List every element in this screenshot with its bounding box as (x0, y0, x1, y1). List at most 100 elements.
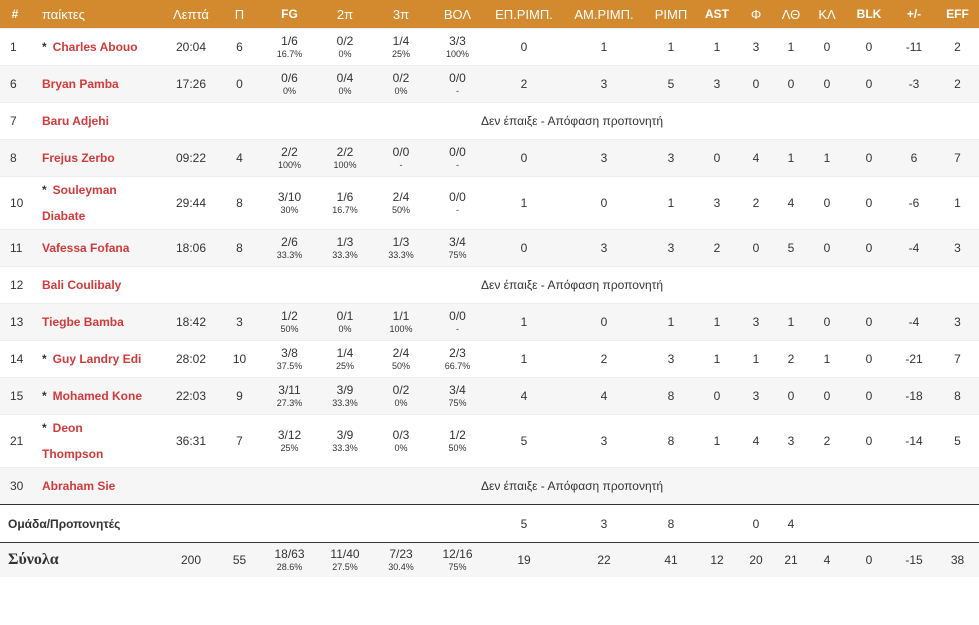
player-row: 21 * Deon Thompson 36:31 7 3/12 25% 3/9 33.3% 0/3… (0, 414, 979, 468)
column-header: AST (696, 0, 738, 29)
column-header: ΡΙΜΠ (646, 0, 696, 29)
jersey-number: 21 (0, 414, 30, 468)
shooting-cell: 1/1 100% (373, 303, 429, 341)
jersey-number: 12 (0, 266, 30, 304)
stat-cell: 3 (646, 340, 696, 378)
shooting-cell: 0/0- (429, 176, 486, 230)
stat-cell: 1 (808, 139, 846, 177)
stat-cell: 20:04 (165, 28, 217, 66)
shooting-cell: 1/2 50% (429, 414, 486, 468)
stat-cell: 3 (696, 65, 738, 103)
jersey-number: 13 (0, 303, 30, 341)
shot-percentage: 0% (338, 86, 352, 96)
stat-cell: 0 (808, 65, 846, 103)
player-name-text: Guy Landry Edi (52, 352, 142, 366)
shooting-cell: 3/9 33.3% (317, 414, 373, 468)
team-row: Ομάδα/Προπονητές 5 3 8 0 4 (0, 504, 979, 543)
jersey-number: 14 (0, 340, 30, 378)
player-row: 12 Bali Coulibaly Δεν έπαιξε - Απόφαση προ… (0, 266, 979, 304)
stat-cell: 0 (808, 303, 846, 341)
player-row: 13 Tiegbe Bamba 18:42 3 1/2 50% 0/1 0% 1/1 100% 0/… (0, 303, 979, 341)
stat-cell: 2 (936, 65, 979, 103)
stat-cell: 1 (696, 303, 738, 341)
stat-cell: 0 (774, 377, 808, 415)
shot-percentage: 33.3% (276, 250, 303, 260)
jersey-number: 6 (0, 65, 30, 103)
stat-cell: 4 (217, 139, 262, 177)
did-not-play: Δεν έπαιξε - Απόφαση προπονητή (165, 467, 979, 505)
stat-cell: 5 (486, 414, 562, 468)
stat-cell: 0 (486, 139, 562, 177)
shots-made: 3/3 (449, 34, 466, 48)
stat-cell: 4 (486, 377, 562, 415)
shots-made: 0/2 (392, 71, 410, 85)
shot-percentage: 75% (448, 250, 467, 260)
stat-cell: -4 (892, 303, 936, 341)
shot-percentage: 0% (394, 398, 408, 408)
stat-cell: 17:26 (165, 65, 217, 103)
stat-cell: 0 (486, 229, 562, 267)
shots-made: 0/4 (336, 71, 354, 85)
shot-percentage: 30.4% (388, 562, 414, 572)
stat-cell: 7 (936, 340, 979, 378)
empty-cell (936, 504, 979, 543)
stat-cell: 29:44 (165, 176, 217, 230)
shot-percentage: 0% (282, 86, 296, 96)
stat-cell: 1 (774, 28, 808, 66)
shooting-cell: 1/4 25% (317, 340, 373, 378)
shots-made: 1/2 (449, 428, 466, 442)
stat-cell: 36:31 (165, 414, 217, 468)
shot-percentage: 100% (277, 160, 302, 170)
header-row: # παίκτες Λεπτά Π FG 2π 3π ΒΟΛ ΕΠ.ΡΙΜΠ. ΑΜ.ΡΙΜΠ. Ρ… (0, 0, 979, 29)
shots-made: 2/2 (336, 145, 354, 159)
stat-cell: -4 (892, 229, 936, 267)
player-row: 11 Vafessa Fofana 18:06 8 2/6 33.3% 1/3 33.3% 1/… (0, 229, 979, 267)
starter-mark: * (42, 183, 47, 197)
shots-made: 3/9 (336, 428, 354, 442)
column-header: παίκτες (30, 0, 165, 29)
shot-percentage: 0% (394, 443, 408, 453)
empty-cell (696, 504, 738, 543)
shooting-cell: 11/40 27.5% (317, 542, 373, 577)
stat-cell: -14 (892, 414, 936, 468)
stat-cell: 0 (846, 65, 892, 103)
stat-cell: 0 (846, 139, 892, 177)
shots-made: 2/3 (449, 346, 466, 360)
stat-cell: 0 (846, 340, 892, 378)
shots-made: 0/0 (449, 309, 466, 323)
stat-cell: 8 (646, 504, 696, 543)
column-header: # (0, 0, 30, 29)
player-name: Frejus Zerbo (30, 139, 165, 177)
stat-cell: 8 (217, 176, 262, 230)
stat-cell: 0 (696, 139, 738, 177)
jersey-number: 11 (0, 229, 30, 267)
player-name: Tiegbe Bamba (30, 303, 165, 341)
player-name-text: Souleyman Diabate (42, 183, 117, 223)
stat-cell: 2 (562, 340, 646, 378)
shots-made: 1/4 (336, 346, 354, 360)
shooting-cell: 0/2 0% (317, 28, 373, 66)
shot-percentage: 25% (391, 49, 410, 59)
starter-mark: * (42, 40, 47, 54)
shots-made: 1/4 (392, 34, 410, 48)
table-body: 1 * Charles Abouo 20:04 6 1/6 16.7% 0/2 0% 1/4 25%… (0, 28, 979, 577)
shooting-cell: 2/6 33.3% (262, 229, 317, 267)
stat-cell: 0 (808, 28, 846, 66)
shots-made: 1/6 (281, 34, 298, 48)
jersey-number: 10 (0, 176, 30, 230)
stat-cell: 2 (936, 28, 979, 66)
shooting-cell: 0/0- (373, 139, 429, 177)
shots-made: 2/6 (281, 235, 298, 249)
empty-cell (165, 504, 217, 543)
player-name: Vafessa Fofana (30, 229, 165, 267)
player-name: Baru Adjehi (30, 102, 165, 140)
shots-made: 0/0 (449, 71, 466, 85)
stat-cell: 0 (738, 504, 774, 543)
stat-cell: 28:02 (165, 340, 217, 378)
shooting-cell: 2/2 100% (317, 139, 373, 177)
shooting-cell: 3/12 25% (262, 414, 317, 468)
player-row: 14 * Guy Landry Edi 28:02 10 3/8 37.5% 1/4 25% 2/… (0, 340, 979, 378)
shots-made: 0/0 (392, 145, 410, 159)
shooting-cell: 2/2 100% (262, 139, 317, 177)
